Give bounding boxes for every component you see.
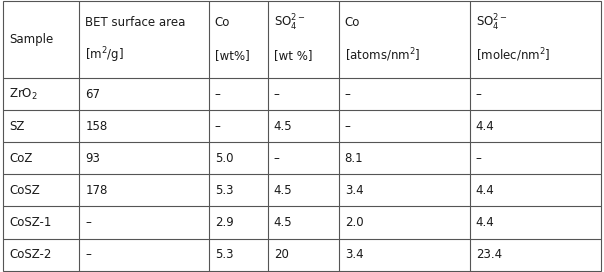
Text: –: – xyxy=(215,88,220,101)
Text: 2.0: 2.0 xyxy=(345,216,363,229)
Text: 23.4: 23.4 xyxy=(476,248,502,261)
Text: [wt%]: [wt%] xyxy=(215,49,249,61)
Text: Co: Co xyxy=(215,16,230,29)
Text: –: – xyxy=(274,152,280,165)
Text: 8.1: 8.1 xyxy=(345,152,363,165)
Text: 4.4: 4.4 xyxy=(476,216,495,229)
Text: CoZ: CoZ xyxy=(9,152,33,165)
Text: –: – xyxy=(85,216,91,229)
Text: –: – xyxy=(85,248,91,261)
Text: SZ: SZ xyxy=(9,120,24,133)
Text: CoSZ-1: CoSZ-1 xyxy=(9,216,51,229)
Text: 67: 67 xyxy=(85,88,100,101)
Text: Sample: Sample xyxy=(9,33,53,46)
Text: 5.3: 5.3 xyxy=(215,248,233,261)
Text: 4.5: 4.5 xyxy=(274,120,292,133)
Text: 93: 93 xyxy=(85,152,100,165)
Text: ZrO$_2$: ZrO$_2$ xyxy=(9,86,37,102)
Text: 2.9: 2.9 xyxy=(215,216,234,229)
Text: 4.5: 4.5 xyxy=(274,184,292,197)
Text: [atoms/nm$^2$]: [atoms/nm$^2$] xyxy=(345,46,420,64)
Text: [m$^2$/g]: [m$^2$/g] xyxy=(85,45,124,65)
Text: 5.3: 5.3 xyxy=(215,184,233,197)
Text: 4.4: 4.4 xyxy=(476,120,495,133)
Text: [wt %]: [wt %] xyxy=(274,49,312,61)
Text: 4.4: 4.4 xyxy=(476,184,495,197)
Text: 3.4: 3.4 xyxy=(345,184,363,197)
Text: SO$_4^{2-}$: SO$_4^{2-}$ xyxy=(476,13,507,33)
Text: –: – xyxy=(345,88,350,101)
Text: 158: 158 xyxy=(85,120,108,133)
Text: 5.0: 5.0 xyxy=(215,152,233,165)
Text: BET surface area: BET surface area xyxy=(85,16,186,29)
Text: –: – xyxy=(345,120,350,133)
Text: 4.5: 4.5 xyxy=(274,216,292,229)
Text: 20: 20 xyxy=(274,248,289,261)
Text: 178: 178 xyxy=(85,184,108,197)
Text: CoSZ: CoSZ xyxy=(9,184,40,197)
Text: 3.4: 3.4 xyxy=(345,248,363,261)
Text: CoSZ-2: CoSZ-2 xyxy=(9,248,51,261)
Text: –: – xyxy=(476,152,482,165)
Text: [molec/nm$^2$]: [molec/nm$^2$] xyxy=(476,46,550,64)
Text: –: – xyxy=(274,88,280,101)
Text: SO$_4^{2-}$: SO$_4^{2-}$ xyxy=(274,13,306,33)
Text: Co: Co xyxy=(345,16,360,29)
Text: –: – xyxy=(215,120,220,133)
Text: –: – xyxy=(476,88,482,101)
